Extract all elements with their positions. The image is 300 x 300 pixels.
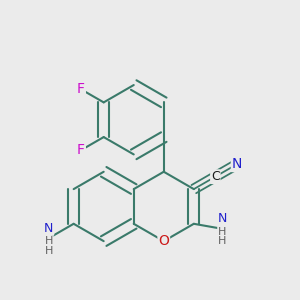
Text: H: H [44,246,53,256]
Text: H: H [44,236,53,247]
Text: F: F [77,82,85,96]
Text: H: H [218,236,226,246]
Text: C: C [211,170,220,183]
Text: O: O [158,234,169,248]
Text: F: F [77,143,85,157]
Text: N: N [44,222,53,235]
Text: N: N [218,212,227,226]
Text: N: N [232,157,242,171]
Text: H: H [218,227,226,237]
